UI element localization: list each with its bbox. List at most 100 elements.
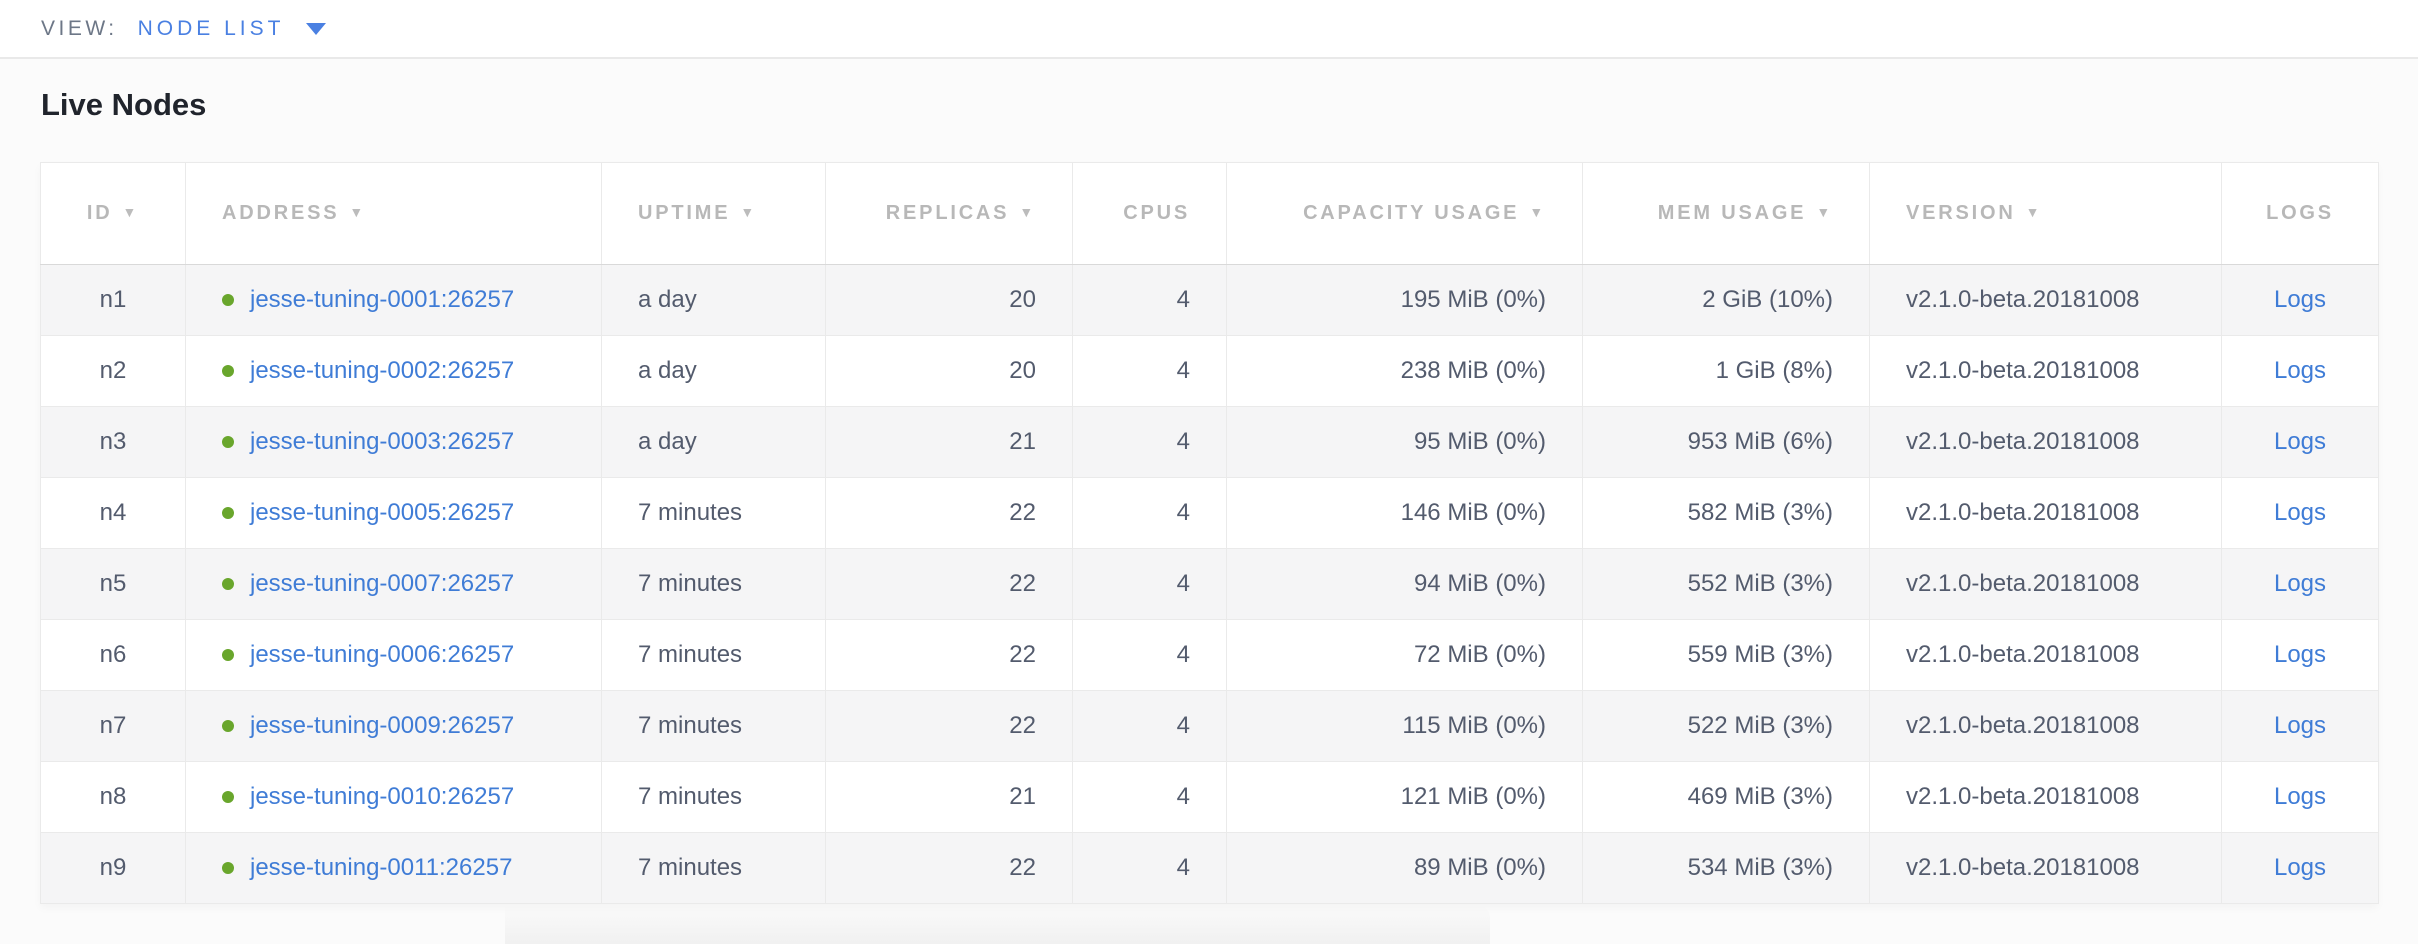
id-value: n8 (99, 783, 127, 810)
mem-value: 552 MiB (3%) (1687, 570, 1833, 597)
uptime-cell: a day (601, 335, 826, 407)
capacity-cell: 121 MiB (0%) (1226, 761, 1583, 833)
capacity-cell: 238 MiB (0%) (1226, 335, 1583, 407)
address-cell: jesse-tuning-0006:26257 (185, 619, 602, 691)
node-address-link[interactable]: jesse-tuning-0010:26257 (250, 783, 515, 810)
address-cell: jesse-tuning-0007:26257 (185, 548, 602, 620)
uptime-value: 7 minutes (638, 712, 743, 739)
node-live-status-icon (222, 507, 234, 519)
node-logs-link[interactable]: Logs (2273, 499, 2327, 526)
id-cell: n9 (40, 832, 186, 904)
sort-desc-icon[interactable]: ▼ (122, 204, 140, 220)
table-row: n6 jesse-tuning-0006:26257 7 minutes 22 4 72 … (40, 619, 2379, 691)
column-header-uptime[interactable]: UPTIME ▼ (601, 162, 826, 265)
mem-cell: 582 MiB (3%) (1582, 477, 1870, 549)
column-label: REPLICAS (885, 202, 1010, 224)
node-logs-link[interactable]: Logs (2273, 783, 2327, 810)
mem-value: 1 GiB (8%) (1715, 357, 1833, 384)
sort-desc-icon[interactable]: ▼ (1529, 204, 1546, 220)
sort-desc-icon[interactable]: ▼ (2025, 204, 2043, 220)
column-header-mem[interactable]: MEM USAGE ▼ (1582, 162, 1870, 265)
mem-value: 469 MiB (3%) (1687, 783, 1833, 810)
mem-cell: 522 MiB (3%) (1582, 690, 1870, 762)
chevron-down-icon (306, 22, 327, 35)
node-live-status-icon (222, 649, 234, 661)
node-address-link[interactable]: jesse-tuning-0011:26257 (250, 854, 513, 881)
node-live-status-icon (222, 294, 234, 306)
column-header-address[interactable]: ADDRESS ▼ (185, 162, 602, 265)
column-header-cpus: CPUS (1072, 162, 1227, 265)
cpus-cell: 4 (1072, 335, 1227, 407)
replicas-value: 22 (1009, 641, 1036, 668)
id-cell: n3 (40, 406, 186, 478)
capacity-value: 195 MiB (0%) (1400, 286, 1546, 313)
sort-desc-icon[interactable]: ▼ (1816, 204, 1833, 220)
id-cell: n4 (40, 477, 186, 549)
sort-desc-icon[interactable]: ▼ (349, 204, 367, 220)
capacity-value: 238 MiB (0%) (1400, 357, 1546, 384)
mem-value: 559 MiB (3%) (1687, 641, 1833, 668)
uptime-value: 7 minutes (638, 854, 743, 881)
id-cell: n2 (40, 335, 186, 407)
id-value: n1 (99, 286, 127, 313)
node-logs-link[interactable]: Logs (2273, 286, 2327, 313)
node-address-link[interactable]: jesse-tuning-0009:26257 (250, 712, 515, 739)
live-nodes-page: Live Nodes ID ▼ ADDRESS ▼ UPTIME ▼ REPLICAS ▼ CP… (0, 59, 2418, 944)
capacity-cell: 146 MiB (0%) (1226, 477, 1583, 549)
column-header-id[interactable]: ID ▼ (40, 162, 186, 265)
uptime-value: 7 minutes (638, 641, 743, 668)
replicas-cell: 20 (825, 264, 1073, 336)
logs-cell: Logs (2221, 690, 2379, 762)
version-value: v2.1.0-beta.20181008 (1906, 286, 2140, 313)
node-address-link[interactable]: jesse-tuning-0003:26257 (250, 428, 515, 455)
node-logs-link[interactable]: Logs (2273, 854, 2327, 881)
node-address-link[interactable]: jesse-tuning-0002:26257 (250, 357, 515, 384)
logs-cell: Logs (2221, 832, 2379, 904)
capacity-cell: 195 MiB (0%) (1226, 264, 1583, 336)
version-value: v2.1.0-beta.20181008 (1906, 357, 2140, 384)
uptime-cell: 7 minutes (601, 690, 826, 762)
replicas-value: 22 (1009, 712, 1036, 739)
version-cell: v2.1.0-beta.20181008 (1869, 477, 2222, 549)
node-address-link[interactable]: jesse-tuning-0005:26257 (250, 499, 515, 526)
node-live-status-icon (222, 578, 234, 590)
mem-cell: 2 GiB (10%) (1582, 264, 1870, 336)
logs-cell: Logs (2221, 548, 2379, 620)
cpus-cell: 4 (1072, 832, 1227, 904)
sort-desc-icon[interactable]: ▼ (1019, 204, 1036, 220)
node-logs-link[interactable]: Logs (2273, 357, 2327, 384)
logs-cell: Logs (2221, 761, 2379, 833)
table-row: n3 jesse-tuning-0003:26257 a day 21 4 95 MiB … (40, 406, 2379, 478)
node-logs-link[interactable]: Logs (2273, 570, 2327, 597)
live-nodes-table: ID ▼ ADDRESS ▼ UPTIME ▼ REPLICAS ▼ CPUS CAPACITY … (40, 162, 2379, 904)
replicas-cell: 22 (825, 548, 1073, 620)
capacity-value: 115 MiB (0%) (1402, 712, 1546, 739)
cpus-value: 4 (1176, 783, 1190, 810)
view-selector-dropdown[interactable]: NODE LIST (138, 17, 327, 41)
replicas-value: 22 (1009, 570, 1036, 597)
column-header-capacity[interactable]: CAPACITY USAGE ▼ (1226, 162, 1583, 265)
table-row: n4 jesse-tuning-0005:26257 7 minutes 22 4 146… (40, 477, 2379, 549)
mem-value: 522 MiB (3%) (1687, 712, 1833, 739)
address-cell: jesse-tuning-0002:26257 (185, 335, 602, 407)
id-value: n6 (99, 641, 127, 668)
column-label: LOGS (2266, 202, 2334, 224)
logs-cell: Logs (2221, 264, 2379, 336)
cpus-value: 4 (1176, 428, 1190, 455)
node-logs-link[interactable]: Logs (2273, 428, 2327, 455)
node-logs-link[interactable]: Logs (2273, 641, 2327, 668)
id-value: n5 (99, 570, 127, 597)
table-row: n5 jesse-tuning-0007:26257 7 minutes 22 4 94 … (40, 548, 2379, 620)
node-live-status-icon (222, 720, 234, 732)
node-logs-link[interactable]: Logs (2273, 712, 2327, 739)
column-header-version[interactable]: VERSION ▼ (1869, 162, 2222, 265)
node-address-link[interactable]: jesse-tuning-0006:26257 (250, 641, 515, 668)
column-header-replicas[interactable]: REPLICAS ▼ (825, 162, 1073, 265)
version-value: v2.1.0-beta.20181008 (1906, 641, 2140, 668)
version-cell: v2.1.0-beta.20181008 (1869, 335, 2222, 407)
capacity-cell: 89 MiB (0%) (1226, 832, 1583, 904)
replicas-value: 20 (1009, 286, 1036, 313)
sort-desc-icon[interactable]: ▼ (740, 204, 758, 220)
node-address-link[interactable]: jesse-tuning-0007:26257 (250, 570, 515, 597)
node-address-link[interactable]: jesse-tuning-0001:26257 (250, 286, 515, 313)
